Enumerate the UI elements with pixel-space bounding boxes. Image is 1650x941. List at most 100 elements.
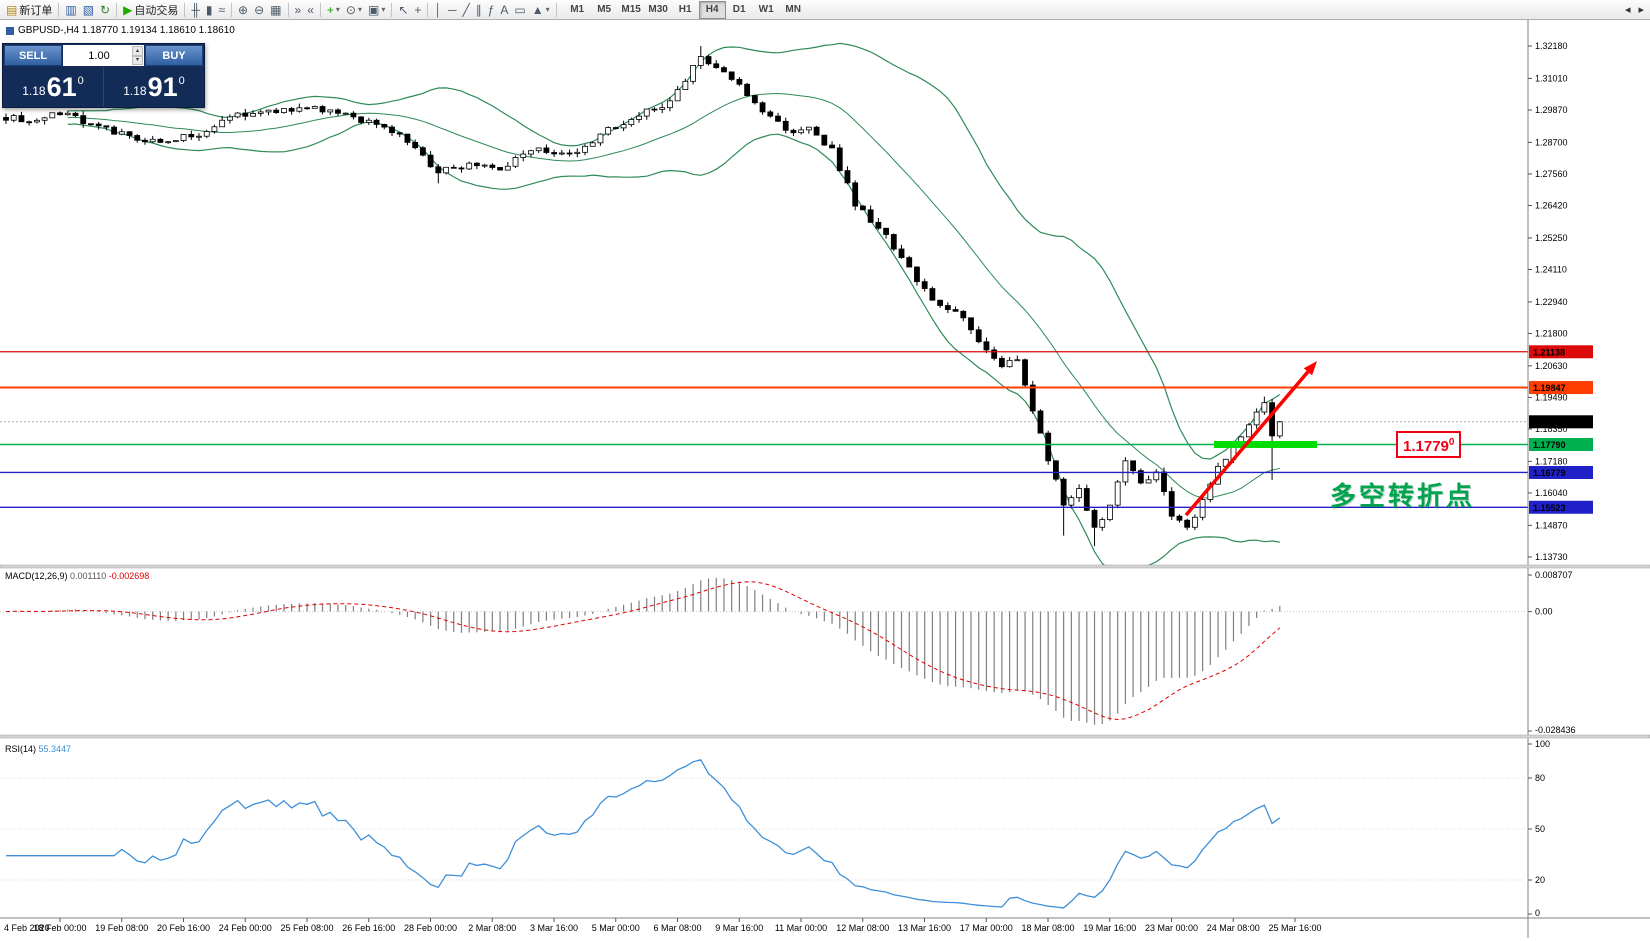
grid-button[interactable]: ▦: [267, 1, 284, 19]
new-chart-button[interactable]: ▥: [62, 1, 79, 19]
trend-arrow-head: [1303, 361, 1317, 376]
trend-arrow[interactable]: [1184, 370, 1310, 517]
time-axis-label[interactable]: 24 Mar 08:00: [1207, 923, 1260, 933]
price-tag[interactable]: [1529, 345, 1593, 359]
time-axis-label[interactable]: 13 Mar 16:00: [898, 923, 951, 933]
sell-button[interactable]: SELL: [4, 45, 62, 66]
time-axis-label[interactable]: 28 Feb 00:00: [404, 923, 457, 933]
chart-shift-button[interactable]: «: [304, 1, 317, 19]
bar-chart-button[interactable]: ╫: [188, 1, 203, 19]
time-axis-label[interactable]: 26 Feb 16:00: [342, 923, 395, 933]
time-axis-label[interactable]: 11 Mar 00:00: [775, 923, 827, 933]
support-highlight-segment[interactable]: [1214, 440, 1317, 448]
line-chart-button[interactable]: ≈: [215, 1, 228, 19]
timeframe-m15[interactable]: M15: [618, 1, 645, 19]
fibonacci-button[interactable]: ƒ: [485, 1, 498, 19]
time-axis-label[interactable]: 19 Feb 08:00: [95, 923, 148, 933]
price-tag-label: 1.19847: [1533, 383, 1566, 393]
price-tag-label: 1.16779: [1533, 468, 1566, 478]
shapes-button[interactable]: ▲ ▾: [529, 1, 553, 19]
timeframe-d1[interactable]: D1: [726, 1, 753, 19]
price-axis-tick: 1.32180: [1535, 41, 1568, 51]
time-axis-label[interactable]: 17 Mar 00:00: [960, 923, 1013, 933]
time-axis-label[interactable]: 19 Mar 16:00: [1083, 923, 1136, 933]
text-button[interactable]: A: [497, 1, 511, 19]
time-axis-label[interactable]: 12 Mar 08:00: [836, 923, 889, 933]
price-tag-label: 1.21138: [1533, 347, 1565, 357]
time-axis-label[interactable]: 25 Feb 08:00: [280, 923, 333, 933]
toolbar-collapse-icon[interactable]: ◂: [1624, 4, 1631, 16]
time-axis-label[interactable]: 18 Mar 08:00: [1021, 923, 1074, 933]
zoom-out-button[interactable]: ⊖: [251, 1, 267, 19]
volume-input[interactable]: [63, 45, 144, 66]
zoom-in-button[interactable]: ⊕: [235, 1, 251, 19]
price-axis-tick: 1.24110: [1535, 264, 1567, 274]
time-axis-label[interactable]: 24 Feb 00:00: [219, 923, 272, 933]
main-chart-panel[interactable]: [0, 42, 1528, 571]
profiles-button[interactable]: ▧: [80, 1, 97, 19]
label-button[interactable]: ▭: [511, 1, 528, 19]
price-tag[interactable]: [1529, 415, 1593, 429]
caret-down-icon: ▾: [357, 5, 362, 14]
refresh-button[interactable]: ↻: [97, 1, 113, 19]
indicators-button[interactable]: + ▾: [324, 1, 343, 19]
timeframe-w1[interactable]: W1: [753, 1, 780, 19]
time-axis-label[interactable]: 23 Mar 00:00: [1145, 923, 1198, 933]
trendline-button[interactable]: ╱: [459, 1, 472, 19]
buy-button[interactable]: BUY: [145, 45, 203, 66]
new-chart-icon: ▥: [65, 2, 77, 17]
time-axis-label[interactable]: 4 Feb 2020: [4, 923, 50, 933]
horizontal-line-button[interactable]: ─: [445, 1, 460, 19]
price-axis-tick: 1.31010: [1535, 73, 1568, 83]
volume-increase-button[interactable]: ▴: [132, 46, 143, 56]
periods-button[interactable]: ⊙ ▾: [343, 1, 365, 19]
timeframe-h4[interactable]: H4: [698, 0, 726, 19]
time-axis-label[interactable]: 3 Mar 16:00: [530, 923, 578, 933]
auto-trading-button[interactable]: ▶ 自动交易: [120, 1, 181, 19]
timeframe-m5[interactable]: M5: [591, 1, 618, 19]
price-tag[interactable]: [1529, 381, 1593, 395]
channel-button[interactable]: ∥: [473, 1, 485, 19]
candlestick-chart-button[interactable]: ▮: [203, 1, 216, 19]
indicators-icon: +: [326, 2, 334, 17]
price-tag[interactable]: [1529, 500, 1593, 514]
price-tag[interactable]: [1529, 465, 1593, 479]
vertical-line-button[interactable]: │: [431, 1, 445, 19]
rsi-axis-tick: 100: [1535, 739, 1550, 749]
time-axis-label[interactable]: 5 Mar 00:00: [592, 923, 640, 933]
price-tag[interactable]: [1529, 437, 1593, 451]
sell-price[interactable]: 1.18 61 0: [22, 71, 84, 102]
timeframe-m1[interactable]: M1: [564, 1, 591, 19]
timeframe-m30[interactable]: M30: [645, 1, 672, 19]
chart-shift-icon: «: [307, 2, 314, 17]
timeframe-h1[interactable]: H1: [672, 1, 699, 19]
time-axis-label[interactable]: 20 Feb 16:00: [157, 923, 210, 933]
time-axis-label[interactable]: 6 Mar 08:00: [653, 923, 701, 933]
price-axis-tick: 1.28700: [1535, 137, 1568, 147]
crosshair-button[interactable]: +: [411, 1, 424, 19]
auto-scroll-button[interactable]: »: [292, 1, 305, 19]
line-chart-icon: ≈: [218, 2, 226, 17]
cursor-button[interactable]: ↖: [395, 1, 411, 19]
templates-button[interactable]: ▣ ▾: [365, 1, 388, 19]
buy-price[interactable]: 1.18 91 0: [123, 71, 185, 102]
cursor-icon: ↖: [398, 2, 409, 17]
volume-decrease-button[interactable]: ▾: [132, 55, 143, 65]
time-axis-label[interactable]: 18 Feb 00:00: [33, 923, 86, 933]
price-annotation-label[interactable]: 1.17790: [1396, 431, 1462, 458]
rsi-axis-tick: 0: [1535, 908, 1540, 918]
panel-splitter[interactable]: [0, 734, 1650, 739]
timeframe-mn[interactable]: MN: [780, 1, 807, 19]
time-axis-label[interactable]: 25 Mar 16:00: [1268, 923, 1321, 933]
auto-scroll-icon: »: [294, 2, 302, 17]
toolbar-separator: [427, 2, 429, 17]
bar-chart-icon: ╫: [191, 2, 200, 17]
turning-point-annotation[interactable]: 多空转折点: [1330, 481, 1476, 511]
new-order-button[interactable]: ▤ 新订单: [3, 1, 55, 19]
toolbar-more-icon[interactable]: ▸: [1638, 4, 1644, 16]
panel-splitter[interactable]: [0, 564, 1650, 569]
price-axis-tick: 1.18350: [1535, 424, 1568, 434]
time-axis-label[interactable]: 9 Mar 16:00: [715, 923, 763, 933]
time-axis-label[interactable]: 2 Mar 08:00: [468, 923, 516, 933]
